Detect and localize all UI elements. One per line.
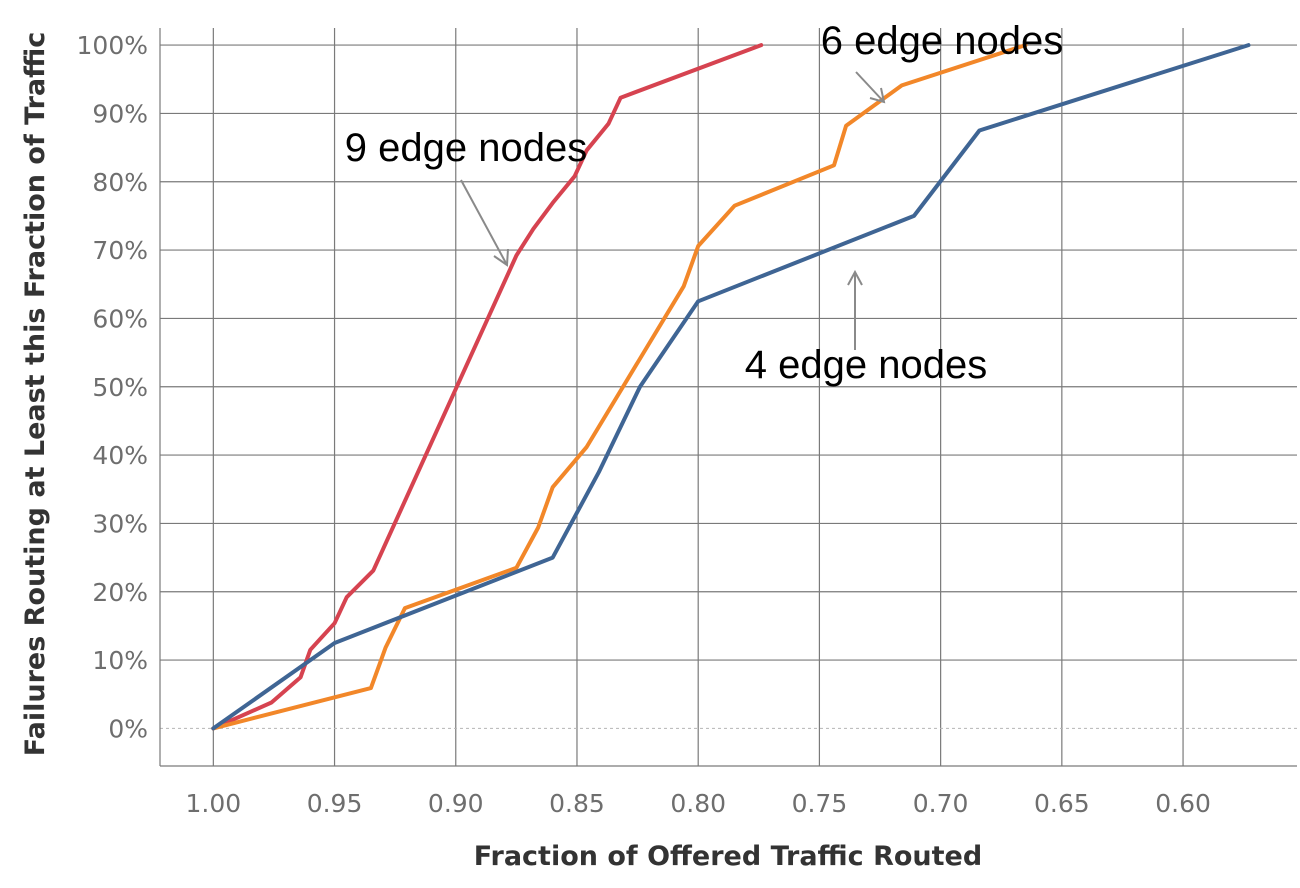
- y-tick-label: 70%: [92, 236, 148, 265]
- y-tick-label: 50%: [92, 373, 148, 402]
- y-axis-title: Failures Routing at Least this Fraction …: [20, 32, 51, 756]
- series-line-2: [211, 43, 1251, 731]
- y-tick-label: 90%: [92, 99, 148, 128]
- annotation-6-edge-nodes-arrow: [855, 71, 885, 103]
- y-tick-label: 80%: [92, 168, 148, 197]
- y-axis-ticks: 0% 10% 20% 30% 40% 50% 60% 70% 80% 90% 100%: [77, 31, 148, 743]
- y-tick-label: 40%: [92, 441, 148, 470]
- x-tick-label: 0.95: [307, 789, 363, 818]
- x-tick-label: 0.75: [792, 789, 848, 818]
- y-tick-label: 100%: [77, 31, 148, 60]
- annotation-9-edge-nodes-arrow: [460, 179, 508, 266]
- y-tick-label: 60%: [92, 304, 148, 333]
- series-line-1: [211, 43, 1028, 731]
- annotation-4-edge-nodes-arrowhead: [847, 269, 863, 286]
- x-axis-ticks: 1.00 0.95 0.90 0.85 0.80 0.75 0.70 0.65 0.60: [185, 789, 1210, 818]
- x-tick-label: 0.65: [1034, 789, 1090, 818]
- y-tick-label: 20%: [92, 578, 148, 607]
- annotation-9-edge-nodes: 9 edge nodes: [345, 126, 587, 170]
- series-lines: [211, 43, 1251, 731]
- y-tick-label: 30%: [92, 509, 148, 538]
- x-axis-title: Fraction of Offered Traffic Routed: [474, 841, 982, 872]
- x-tick-label: 1.00: [185, 789, 241, 818]
- annotation-6-edge-nodes: 6 edge nodes: [821, 19, 1063, 63]
- x-tick-label: 0.60: [1155, 789, 1211, 818]
- x-tick-label: 0.85: [549, 789, 605, 818]
- annotation-9-edge-nodes-arrowhead: [493, 248, 509, 267]
- x-tick-label: 0.80: [670, 789, 726, 818]
- x-tick-label: 0.70: [913, 789, 969, 818]
- annotation-6-edge-nodes-arrowhead: [869, 87, 886, 104]
- y-tick-label: 0%: [108, 714, 148, 743]
- grid: [159, 28, 1297, 767]
- y-tick-label: 10%: [92, 646, 148, 675]
- x-tick-label: 0.90: [428, 789, 484, 818]
- annotation-4-edge-nodes: 4 edge nodes: [745, 343, 987, 387]
- series-line-0: [211, 43, 764, 731]
